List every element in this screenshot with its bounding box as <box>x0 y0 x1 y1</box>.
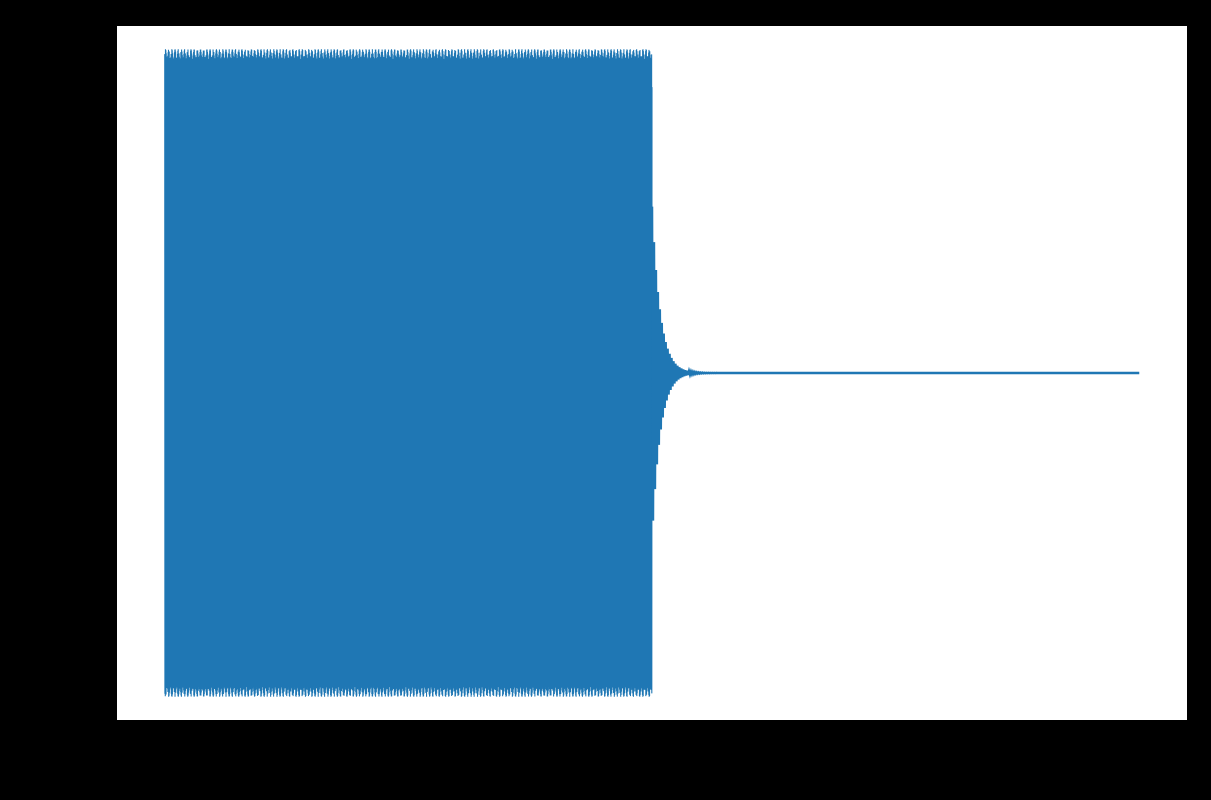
signal-line-active <box>164 49 653 697</box>
signal-line-decay <box>650 206 1140 521</box>
axis-ticks <box>108 69 1141 729</box>
series-marks <box>164 49 1140 697</box>
